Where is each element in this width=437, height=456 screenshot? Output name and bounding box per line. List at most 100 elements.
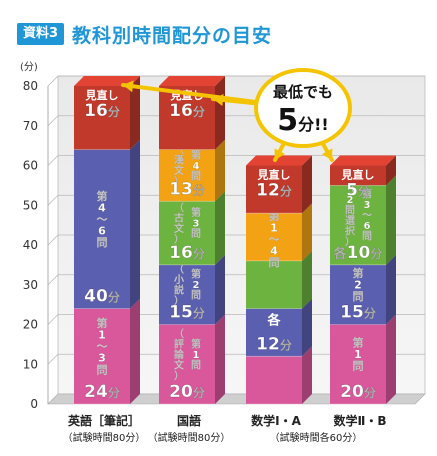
- svg-text:第: 第: [269, 209, 280, 223]
- callout-arrow-japanese-head: [213, 94, 224, 106]
- svg-text:選: 選: [345, 214, 355, 227]
- svg-text:6: 6: [364, 221, 371, 232]
- bar-3-segment-1-side: [302, 346, 312, 404]
- svg-text:第: 第: [353, 336, 364, 350]
- bar-3-segment-4-label: 第1〜4問: [268, 209, 280, 269]
- bar-3-segment-1: [246, 356, 302, 404]
- bar-1-segment-1-side: [130, 298, 140, 404]
- svg-text:3: 3: [193, 219, 200, 230]
- callout-arrow-math2-head: [321, 148, 333, 160]
- bar-3-segment-3-side: [302, 250, 312, 309]
- bar-4-segment-1: [330, 324, 386, 404]
- svg-text:第: 第: [353, 266, 364, 280]
- bar-4-segment-1-value: 20分: [340, 382, 376, 402]
- svg-text:3: 3: [98, 352, 106, 365]
- bar-3-segment-5: [246, 165, 302, 214]
- bar-1-segment-3: [74, 86, 130, 150]
- svg-text:評: 評: [174, 337, 184, 350]
- y-tick-label: 30: [23, 278, 38, 292]
- bar-1-segment-1-value: 24分: [84, 382, 120, 402]
- svg-text:）: ）: [174, 294, 184, 307]
- bar-1-review-label: 見直し: [85, 88, 119, 102]
- callout-arrow-math1-head: [274, 148, 286, 160]
- bar-1-segment-1-label: 第1〜3問: [96, 316, 108, 377]
- bar-1-segment-2-value: 40分: [84, 287, 120, 307]
- bar-1-segment-1: [74, 308, 130, 404]
- bar-4-segment-3-value: 各10分: [333, 243, 383, 263]
- bar-2-segment-5-side: [215, 76, 225, 150]
- svg-text:1: 1: [270, 221, 278, 234]
- bar-1-review-value: 16分: [84, 101, 120, 121]
- svg-text:問: 問: [353, 360, 364, 373]
- svg-text:問: 問: [191, 290, 201, 302]
- y-tick-label: 80: [23, 79, 38, 93]
- grid-diagonal: [47, 115, 59, 127]
- x-category-note-1: （試験時間80分）: [63, 431, 146, 444]
- y-tick-label: 20: [23, 318, 38, 332]
- y-tick-label: 40: [23, 238, 38, 252]
- bar-2-segment-4-sublabel: （漢文）: [174, 143, 185, 188]
- bar-4-segment-4-side: [386, 155, 396, 186]
- figure-header: 資料3 教科別時間配分の目安: [17, 22, 272, 47]
- bar-2-segment-2-value: 15分: [169, 303, 205, 323]
- svg-text:第: 第: [97, 189, 108, 203]
- y-tick-label: 70: [23, 119, 38, 133]
- bar-3-review-value: 12分: [256, 181, 292, 201]
- grid-diagonal: [47, 353, 59, 365]
- y-tick-label: 10: [23, 357, 38, 371]
- bar-3-segment-5-top: [246, 155, 312, 166]
- bar-2-segment-3-side: [215, 191, 225, 265]
- bar-4-segment-2: [330, 264, 386, 325]
- svg-text:（: （: [345, 182, 355, 195]
- bar-4-segment-3-label: 第3〜6問: [362, 187, 372, 243]
- svg-text:（: （: [174, 201, 184, 214]
- bar-1-segment-3-side: [130, 76, 140, 150]
- svg-text:第: 第: [362, 188, 372, 201]
- bar-4-review-value: 5分: [346, 181, 370, 201]
- svg-text:4: 4: [270, 244, 278, 257]
- svg-text:文: 文: [174, 164, 185, 177]
- bar-4-segment-1-side: [386, 314, 396, 404]
- x-category-note-2: （試験時間80分）: [148, 431, 231, 444]
- bar-4-segment-4-top: [330, 155, 396, 166]
- grid-diagonal: [47, 234, 59, 246]
- grid-diagonal: [47, 75, 59, 87]
- svg-text:問: 問: [362, 231, 372, 243]
- bar-4-segment-2-value: 15分: [340, 303, 376, 323]
- svg-text:第: 第: [191, 337, 201, 350]
- bar-3-segment-5-side: [302, 155, 312, 214]
- svg-text:1: 1: [98, 329, 106, 342]
- svg-text:説: 説: [174, 283, 184, 296]
- svg-text:4: 4: [98, 201, 106, 214]
- callout-bubble: [254, 68, 352, 148]
- grid-diagonal: [47, 393, 59, 405]
- bar-4-segment-2-side: [386, 254, 396, 325]
- svg-text:）: ）: [174, 232, 184, 245]
- svg-text:〜: 〜: [97, 340, 108, 353]
- bar-2-segment-4-side: [215, 139, 225, 202]
- svg-text:2: 2: [354, 279, 362, 292]
- bar-4-segment-3: [330, 185, 386, 265]
- bar-2-segment-4-value: 13分: [169, 179, 205, 199]
- bar-3-segment-4-side: [302, 203, 312, 261]
- svg-text:問: 問: [191, 228, 201, 240]
- svg-text:6: 6: [98, 225, 106, 238]
- callout-value: 5分!!: [277, 103, 328, 138]
- bar-2-segment-1-side: [215, 314, 225, 404]
- bar-3-segment-4: [246, 213, 302, 261]
- bar-2-segment-3-label: 第3問: [191, 206, 201, 240]
- bar-2-segment-3-value: 16分: [169, 243, 205, 263]
- svg-text:文: 文: [174, 222, 185, 235]
- x-shared-note: （試験時間各60分）: [270, 431, 363, 444]
- svg-text:（: （: [174, 262, 184, 275]
- bar-2-segment-3-sublabel: （古文）: [174, 201, 185, 246]
- y-tick-label: 50: [23, 198, 38, 212]
- svg-text:2: 2: [193, 280, 200, 291]
- x-category-label-1: 英語［筆記］: [68, 413, 140, 428]
- bar-2-segment-2-side: [215, 254, 225, 325]
- bar-4-segment-3-side: [386, 175, 396, 265]
- bar-2-segment-1-value: 20分: [169, 382, 205, 402]
- svg-text:（: （: [174, 327, 184, 340]
- svg-text:4: 4: [193, 161, 200, 172]
- svg-text:〜: 〜: [362, 211, 372, 222]
